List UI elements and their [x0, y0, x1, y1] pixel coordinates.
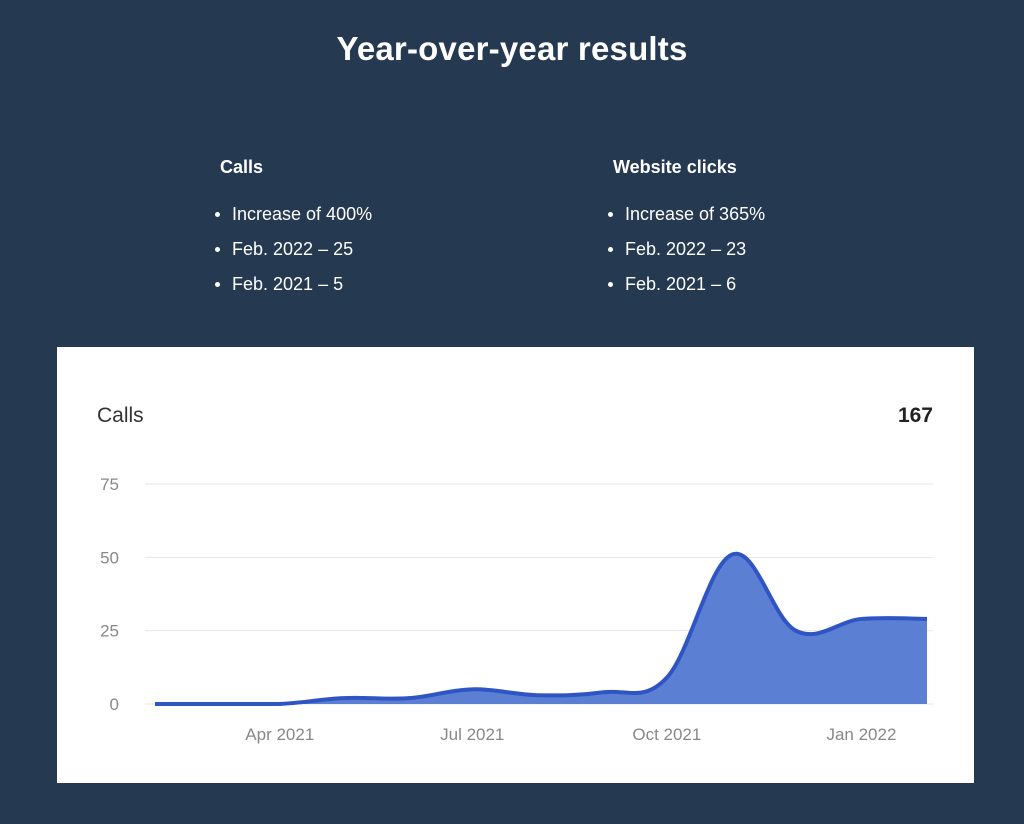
- clicks-feb-2021-item: Feb. 2021 – 6: [605, 272, 905, 307]
- website-clicks-heading: Website clicks: [613, 157, 737, 177]
- page-title: Year-over-year results: [336, 30, 688, 67]
- x-tick-label: Oct 2021: [632, 725, 701, 744]
- calls-stat-block: Calls Increase of 400% Feb. 2022 – 25 Fe…: [212, 154, 512, 307]
- calls-chart-card: 0 25 50 75 Apr 2021 Jul 2021 Oct 2021 Jan 2022 …: [57, 347, 974, 783]
- series-area-fill: [155, 553, 927, 704]
- axis-labels: 0 25 50 75 Apr 2021 Jul 2021 Oct 2021 Jan 2022: [100, 475, 896, 744]
- x-tick-label: Apr 2021: [245, 725, 314, 744]
- calls-heading: Calls: [220, 157, 264, 177]
- y-tick-label: 25: [100, 622, 119, 641]
- clicks-feb-2022-item: Feb. 2022 – 23: [605, 237, 905, 272]
- y-tick-label: 75: [100, 475, 119, 494]
- calls-feb-2021-item: Feb. 2021 – 5: [212, 272, 512, 307]
- chart-title: Calls: [97, 404, 144, 427]
- x-tick-label: Jul 2021: [440, 725, 504, 744]
- website-clicks-stat-block: Website clicks Increase of 365% Feb. 202…: [605, 154, 905, 307]
- chart-total: 167: [898, 404, 933, 427]
- calls-stat-list: Increase of 400% Feb. 2022 – 25 Feb. 202…: [212, 202, 512, 307]
- x-tick-label: Jan 2022: [826, 725, 896, 744]
- y-tick-label: 0: [110, 695, 119, 714]
- website-clicks-stat-list: Increase of 365% Feb. 2022 – 23 Feb. 202…: [605, 202, 905, 307]
- calls-increase-item: Increase of 400%: [212, 202, 512, 237]
- series-line: [155, 551, 928, 706]
- y-tick-label: 50: [100, 548, 119, 567]
- clicks-increase-item: Increase of 365%: [605, 202, 905, 237]
- calls-feb-2022-item: Feb. 2022 – 25: [212, 237, 512, 272]
